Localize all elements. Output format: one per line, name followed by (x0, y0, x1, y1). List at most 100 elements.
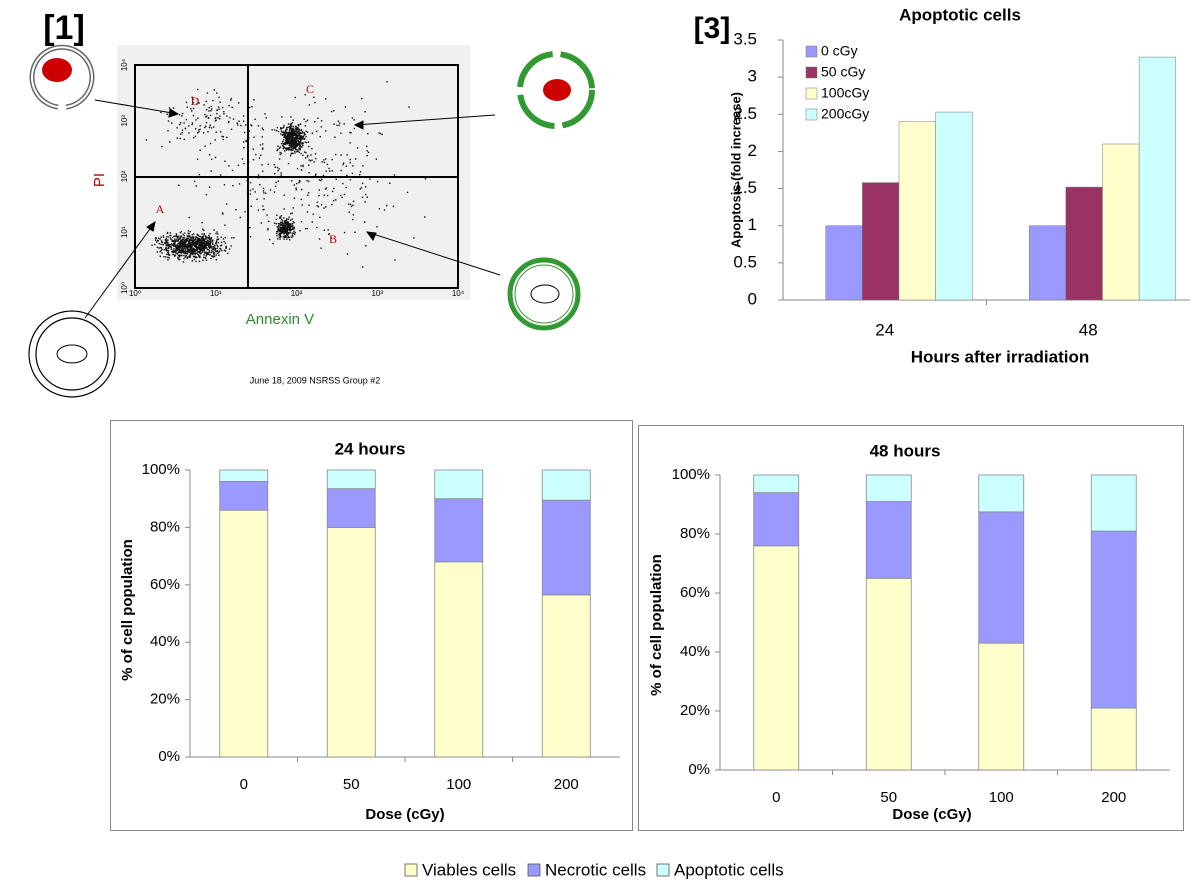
dot (206, 244, 208, 247)
dot (300, 165, 302, 167)
dot (299, 141, 302, 144)
dot (191, 241, 194, 243)
dot (187, 232, 189, 234)
dot (294, 127, 297, 129)
dot (159, 251, 161, 253)
panel-label: [1] (43, 9, 85, 47)
dot (287, 141, 289, 143)
dot (328, 233, 330, 235)
dot (205, 116, 207, 118)
dot (283, 126, 285, 128)
dot (175, 249, 177, 251)
dot (342, 163, 344, 166)
dot (359, 188, 361, 190)
dot (386, 204, 388, 207)
dot (170, 246, 172, 248)
dot (177, 255, 180, 257)
legend-swatch (805, 45, 818, 58)
dot (231, 169, 234, 172)
dot (219, 244, 222, 247)
dot (287, 147, 290, 150)
chart-title: Apoptotic cells (899, 5, 1021, 24)
dot (169, 237, 172, 239)
dot (393, 174, 396, 176)
bar-segment (753, 545, 800, 771)
dot (192, 98, 194, 100)
dot (325, 206, 327, 208)
dot (290, 123, 292, 125)
dot (295, 128, 298, 130)
dot (224, 236, 227, 239)
dot (213, 126, 215, 128)
dot (291, 232, 294, 234)
dot (287, 222, 289, 224)
dot (216, 247, 218, 250)
dot (205, 100, 207, 103)
dot (298, 151, 300, 153)
dot (283, 208, 285, 210)
dot (290, 116, 292, 118)
dot (166, 235, 168, 238)
dot (208, 154, 211, 156)
dot (193, 180, 196, 183)
y-tick-label: 20% (150, 691, 180, 708)
dot (195, 245, 197, 247)
bar-segment (326, 469, 376, 490)
dot (294, 141, 297, 143)
dot (295, 139, 297, 141)
y-tick-label: 10⁰ (120, 282, 129, 294)
dot (224, 242, 227, 244)
dot (201, 250, 203, 253)
x-tick-label: 50 (880, 789, 897, 806)
dot (216, 92, 218, 94)
dot (188, 251, 190, 253)
dot (275, 181, 277, 184)
dot (277, 169, 279, 172)
dot (292, 135, 294, 137)
dot (300, 152, 302, 155)
dot (287, 147, 289, 149)
dot (179, 236, 182, 239)
dot (172, 242, 175, 245)
dot (318, 189, 320, 191)
dot (306, 179, 308, 182)
dot (291, 127, 294, 130)
dot (201, 241, 203, 243)
dot (311, 148, 313, 150)
dot (218, 254, 220, 256)
dot (281, 229, 284, 231)
dot (235, 209, 237, 211)
dot (195, 249, 198, 252)
dot (197, 132, 199, 134)
dot (290, 148, 292, 150)
dot (287, 123, 290, 125)
dot (181, 245, 184, 248)
dot (243, 131, 246, 134)
dot (172, 240, 174, 243)
dot (292, 130, 294, 133)
dot (378, 132, 380, 134)
dot (294, 150, 296, 152)
dot (182, 251, 184, 254)
bar (862, 182, 900, 301)
dot (171, 239, 174, 242)
dot (277, 130, 280, 133)
dot (180, 254, 182, 257)
dot (203, 104, 205, 106)
dot (293, 142, 295, 144)
dot (227, 252, 229, 255)
dot (319, 216, 321, 218)
dot (277, 148, 279, 151)
dot (294, 152, 296, 154)
dot (196, 158, 199, 160)
dot (189, 239, 191, 242)
dot (216, 112, 218, 115)
dot (299, 147, 301, 150)
dot (364, 201, 366, 203)
dot (278, 168, 280, 170)
dot (311, 132, 313, 134)
dot (281, 222, 283, 224)
dot (302, 144, 304, 147)
dot (236, 122, 238, 124)
legend-label: 50 cGy (821, 64, 865, 80)
